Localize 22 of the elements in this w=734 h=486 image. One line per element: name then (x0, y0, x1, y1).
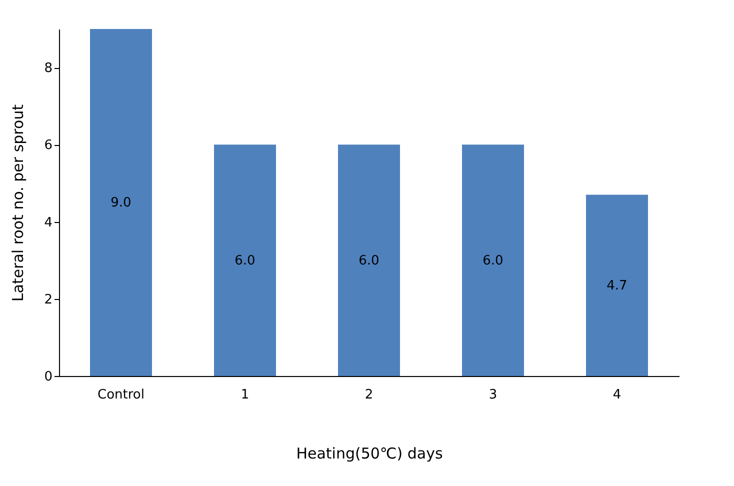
x-axis-title: Heating(50℃) days (296, 444, 443, 462)
y-tick-label: 0 (44, 370, 52, 384)
data-label: 6.0 (358, 253, 380, 268)
y-axis-title: Lateral root no. per sprout (9, 104, 28, 302)
y-tick-label: 6 (44, 138, 52, 154)
y-tick-label: 2 (44, 292, 52, 308)
data-label: 6.0 (482, 253, 504, 268)
bar (90, 29, 152, 376)
x-tick-label: 2 (364, 388, 374, 402)
x-tick-label: Control (98, 388, 144, 402)
data-label: 9.0 (110, 196, 132, 210)
x-tick-label: 1 (240, 388, 250, 402)
bar (338, 144, 400, 376)
y-tick-label: 8 (44, 61, 52, 76)
bar (214, 144, 276, 376)
data-label: 6.0 (234, 253, 256, 268)
x-tick-label: 4 (612, 388, 622, 402)
data-label: 4.7 (606, 278, 628, 294)
y-tick-label: 4 (44, 215, 52, 230)
x-tick-label: 3 (488, 388, 498, 402)
bar (586, 194, 648, 376)
bar (462, 144, 524, 376)
